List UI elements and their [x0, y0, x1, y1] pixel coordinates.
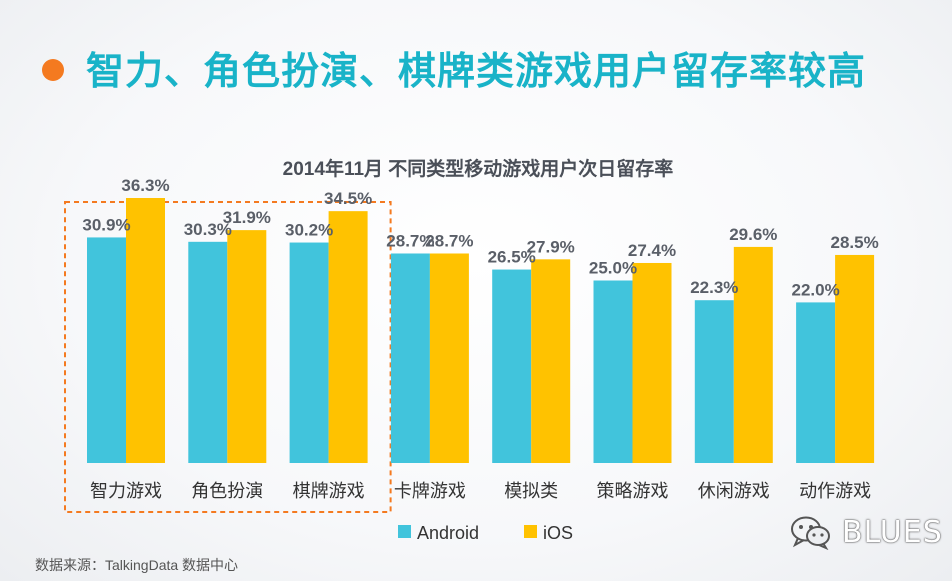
bar-ios-7 — [835, 254, 875, 463]
bar-ios-3 — [429, 253, 469, 463]
bar-android-5 — [593, 280, 633, 463]
bar-ios-1 — [227, 230, 267, 463]
bar-ios-6 — [733, 246, 773, 463]
data-label-android-2: 30.2% — [285, 221, 333, 240]
category-label-1: 角色扮演 — [191, 481, 263, 501]
data-label-ios-5: 27.4% — [628, 241, 676, 260]
category-label-6: 休闲游戏 — [698, 481, 770, 501]
legend-label-ios: iOS — [543, 523, 573, 543]
wechat-icon — [791, 516, 830, 550]
category-label-4: 模拟类 — [504, 481, 558, 501]
category-label-3: 卡牌游戏 — [394, 481, 466, 501]
title-bullet-dot — [42, 59, 64, 81]
bar-android-0 — [87, 237, 126, 463]
category-label-5: 策略游戏 — [597, 481, 669, 501]
watermark: BLUES — [790, 512, 943, 552]
data-label-ios-2: 34.5% — [324, 189, 372, 208]
bar-ios-4 — [531, 259, 571, 463]
slide-title: 智力、角色扮演、棋牌类游戏用户留存率较高 — [86, 51, 867, 93]
chart-title: 2014年11月 不同类型移动游戏用户次日留存率 — [283, 157, 674, 180]
data-label-ios-4: 27.9% — [527, 237, 575, 256]
bar-ios-0 — [126, 198, 165, 463]
data-label-android-1: 30.3% — [184, 220, 232, 239]
data-label-android-0: 30.9% — [82, 215, 130, 234]
data-label-ios-3: 28.7% — [425, 231, 473, 250]
bar-android-4 — [492, 269, 532, 463]
source-note: 数据来源：TalkingData 数据中心 — [35, 557, 239, 573]
bar-ios-5 — [632, 262, 672, 463]
watermark-text: BLUES — [842, 514, 943, 550]
data-label-ios-1: 31.9% — [223, 208, 271, 227]
bar-android-2 — [289, 242, 329, 463]
data-label-android-6: 22.3% — [690, 278, 738, 297]
bar-ios-2 — [328, 211, 368, 463]
bar-android-1 — [188, 241, 228, 463]
legend-swatch-ios — [524, 525, 537, 538]
data-label-ios-7: 28.5% — [830, 233, 878, 252]
bar-android-6 — [694, 300, 734, 463]
highlight-frame — [64, 201, 392, 513]
data-label-android-7: 22.0% — [791, 280, 839, 299]
legend-label-android: Android — [417, 523, 479, 543]
data-label-ios-6: 29.6% — [729, 225, 777, 244]
category-label-0: 智力游戏 — [90, 481, 162, 501]
category-label-2: 棋牌游戏 — [293, 481, 365, 501]
legend-swatch-android — [398, 525, 411, 538]
data-label-android-5: 25.0% — [589, 259, 637, 278]
data-label-ios-0: 36.3% — [121, 176, 169, 195]
data-label-android-4: 26.5% — [488, 248, 536, 267]
category-label-7: 动作游戏 — [799, 481, 871, 501]
bar-android-7 — [796, 302, 836, 463]
data-label-android-3: 28.7% — [386, 231, 434, 250]
bar-android-3 — [390, 253, 430, 463]
